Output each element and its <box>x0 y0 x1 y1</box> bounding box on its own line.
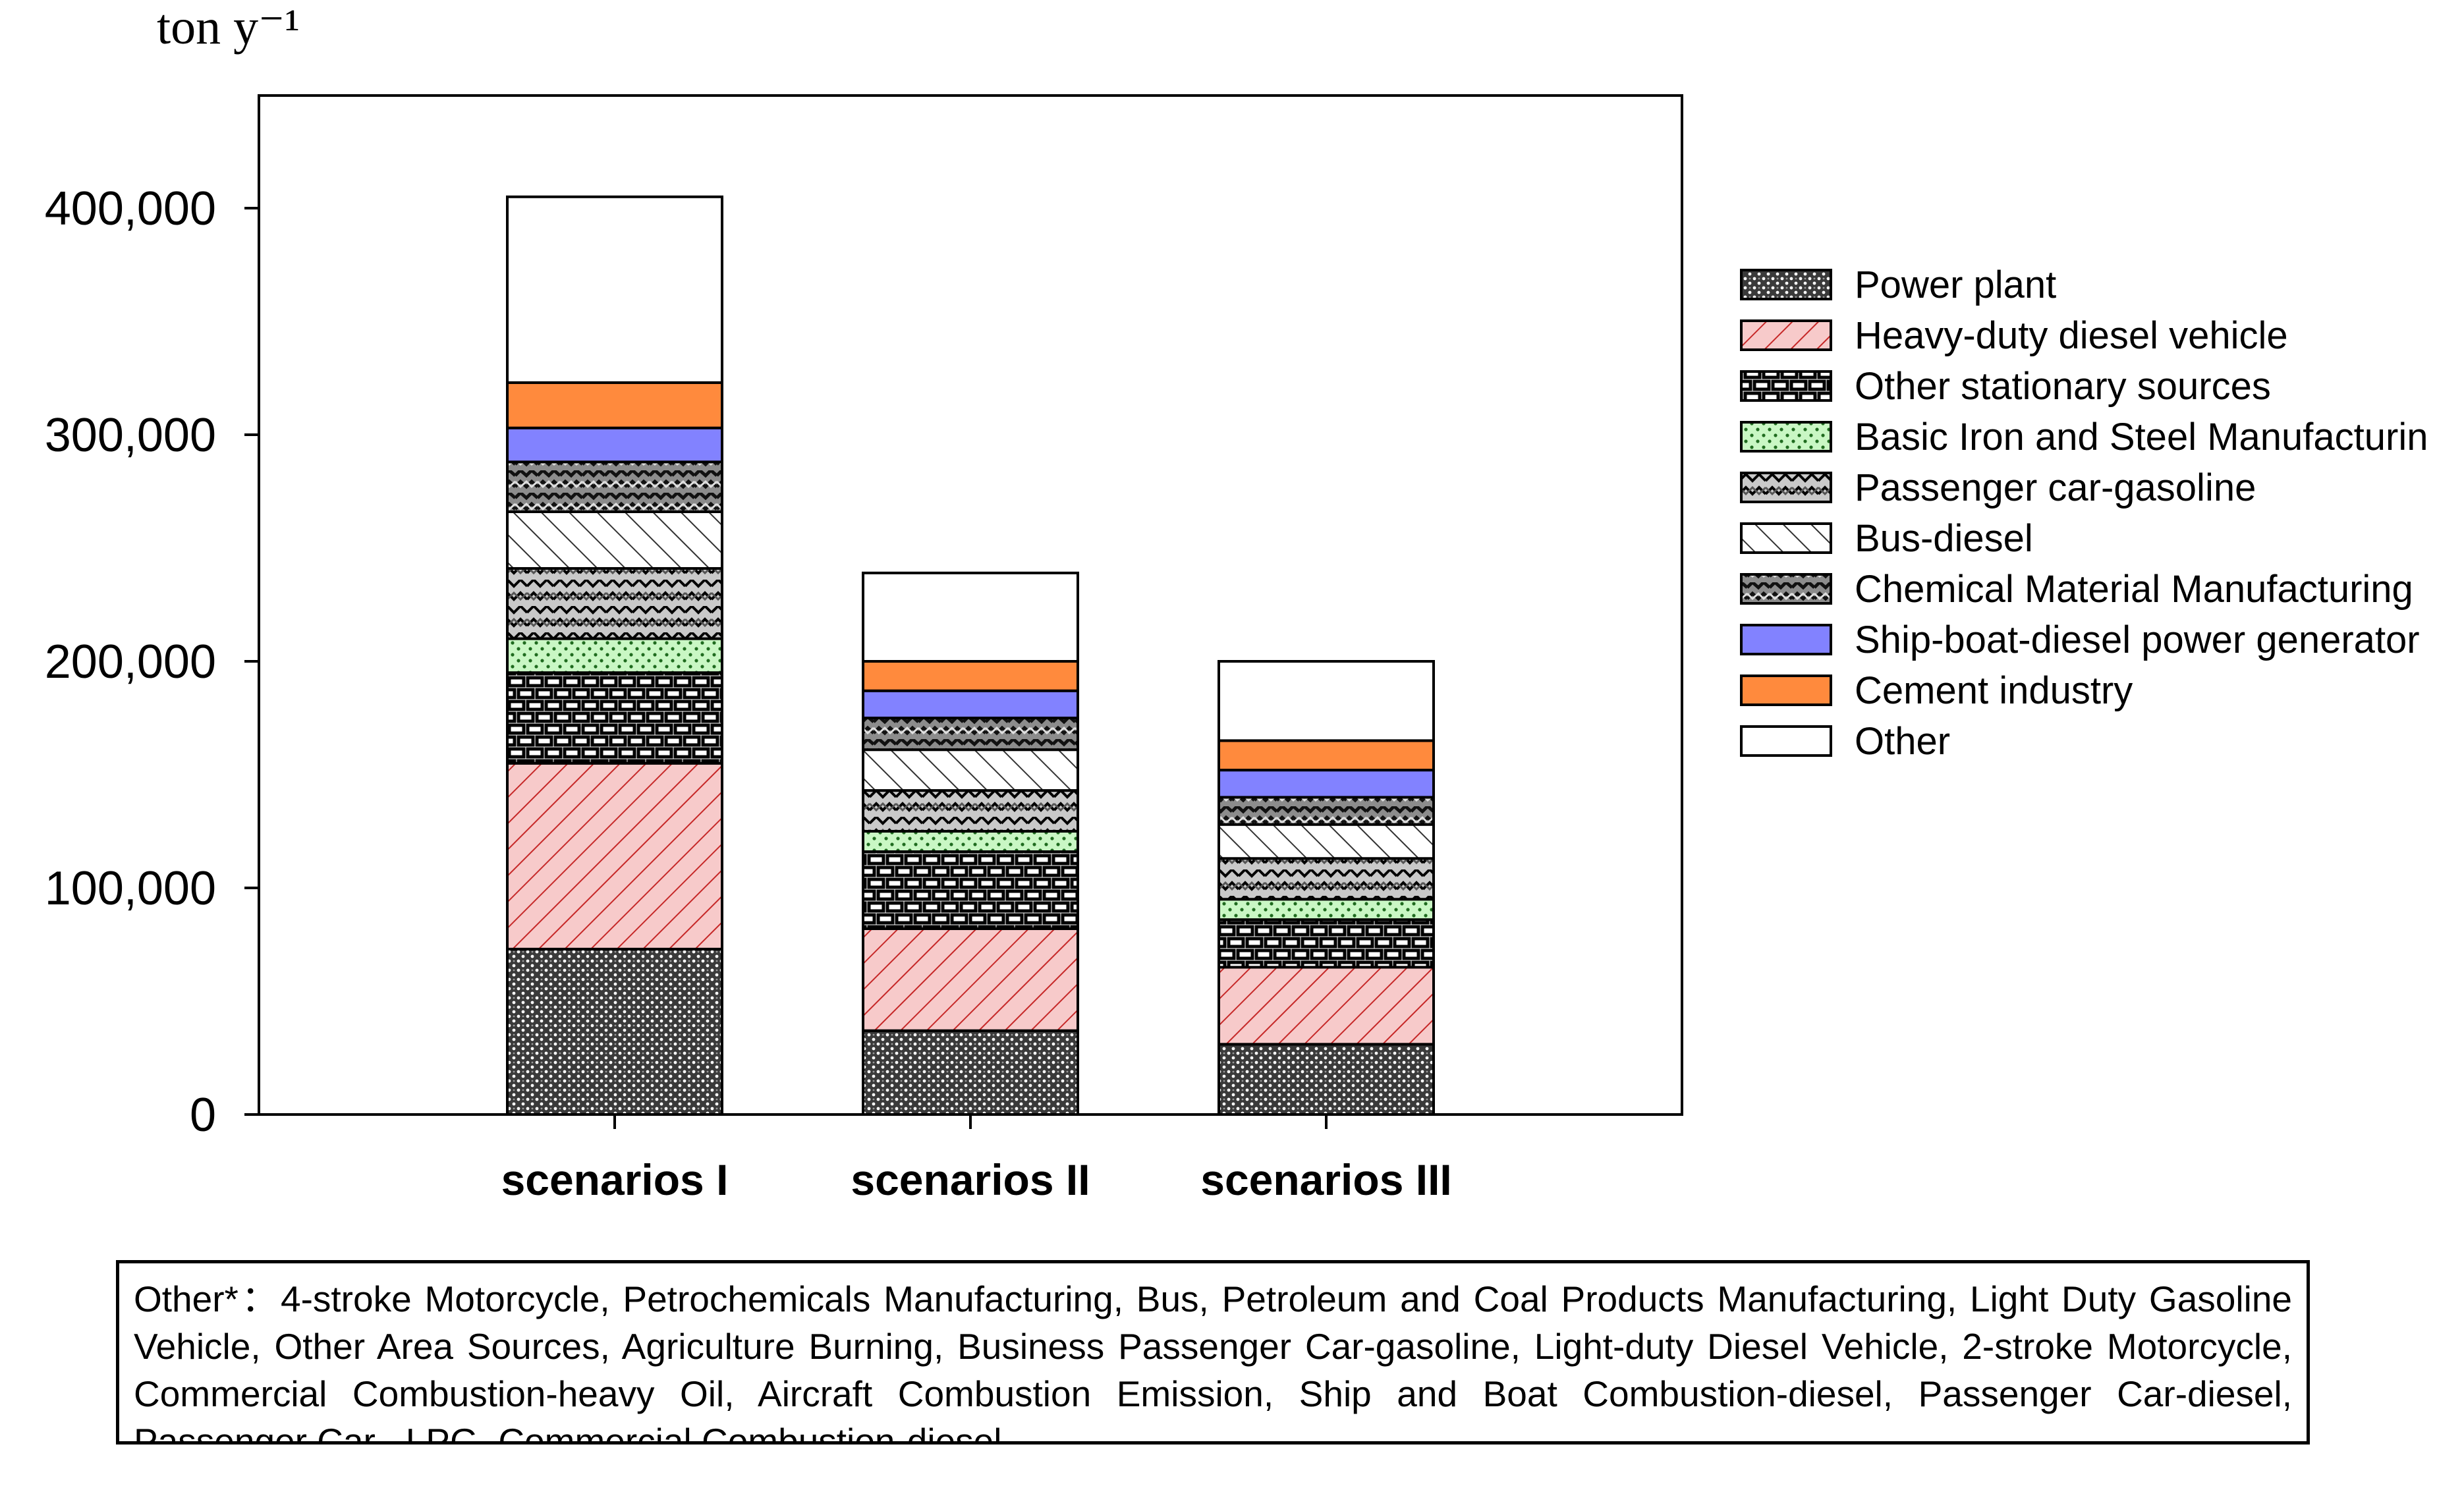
legend-label: Passenger car-gasoline <box>1855 466 2256 509</box>
y-tick-label: 0 <box>190 1089 216 1142</box>
legend: Power plant Heavy-duty diesel vehicle Othe… <box>1740 263 2428 763</box>
bar-segment <box>862 927 1079 1032</box>
legend-swatch <box>1740 421 1832 453</box>
legend-swatch <box>1740 522 1832 554</box>
bars <box>506 195 1435 1116</box>
bar-segment <box>1218 660 1435 742</box>
y-tick-label: 400,000 <box>45 182 216 235</box>
legend-label: Other <box>1855 720 1950 763</box>
legend-swatch <box>1740 319 1832 351</box>
legend-item: Cement industry <box>1740 669 2133 712</box>
bar-stack <box>506 195 723 1116</box>
legend-label: Chemical Material Manufacturing <box>1855 568 2413 611</box>
bar-segment <box>862 717 1079 752</box>
legend-label: Heavy-duty diesel vehicle <box>1855 314 2288 357</box>
legend-item: Passenger car-gasoline <box>1740 466 2256 509</box>
bar-segment <box>1218 769 1435 799</box>
legend-swatch <box>1740 472 1832 503</box>
legend-label: Basic Iron and Steel Manufacturin <box>1855 416 2428 458</box>
bar-segment <box>1218 918 1435 969</box>
x-category-label: scenarios II <box>851 1155 1090 1204</box>
legend-swatch <box>1740 624 1832 655</box>
footnote-other-sources: Other*：4-stroke Motorcycle, Petrochemica… <box>116 1260 2310 1445</box>
bar-segment <box>1218 1043 1435 1116</box>
bar-segment <box>862 571 1079 663</box>
bar-segment <box>506 510 723 570</box>
x-category-label: scenarios I <box>501 1155 729 1204</box>
legend-item: Bus-diesel <box>1740 517 2033 560</box>
bar-segment <box>1218 857 1435 901</box>
bar-segment <box>862 1029 1079 1116</box>
bar-segment <box>1218 739 1435 772</box>
legend-label: Ship-boat-diesel power generator <box>1855 619 2420 661</box>
bar-segment <box>506 460 723 513</box>
bar-stack <box>1218 660 1435 1116</box>
bar-segment <box>1218 823 1435 860</box>
bar-segment <box>1218 796 1435 826</box>
bar-segment <box>506 195 723 384</box>
bar-segment <box>1218 898 1435 922</box>
bar-segment <box>862 789 1079 833</box>
legend-item: Basic Iron and Steel Manufacturin <box>1740 416 2428 458</box>
y-tick-label: 200,000 <box>45 636 216 688</box>
y-tick-label: 300,000 <box>45 409 216 462</box>
bar-segment <box>506 637 723 674</box>
x-axis: scenarios I scenarios II scenarios III <box>501 1114 1452 1204</box>
legend-item: Other stationary sources <box>1740 365 2271 408</box>
bar-segment <box>506 761 723 950</box>
legend-item: Heavy-duty diesel vehicle <box>1740 314 2288 357</box>
bar-stack <box>862 571 1079 1116</box>
bar-segment <box>506 566 723 640</box>
y-axis-unit-label: ton y⁻¹ <box>157 0 300 55</box>
legend-label: Bus-diesel <box>1855 517 2033 560</box>
legend-swatch <box>1740 269 1832 300</box>
bar-segment <box>506 426 723 464</box>
bar-segment <box>506 671 723 765</box>
legend-item: Power plant <box>1740 263 2056 306</box>
legend-label: Other stationary sources <box>1855 365 2271 408</box>
bar-segment <box>862 850 1079 930</box>
bar-segment <box>862 748 1079 792</box>
legend-swatch <box>1740 674 1832 706</box>
legend-item: Ship-boat-diesel power generator <box>1740 619 2420 661</box>
bar-segment <box>862 830 1079 853</box>
bar-segment <box>1218 966 1435 1046</box>
legend-swatch <box>1740 573 1832 605</box>
bar-segment <box>862 689 1079 719</box>
x-category-label: scenarios III <box>1200 1155 1452 1204</box>
legend-label: Power plant <box>1855 263 2056 306</box>
y-axis: 0 100,000 200,000 300,000 400,000 <box>45 182 259 1142</box>
y-tick-label: 100,000 <box>45 862 216 915</box>
bar-segment <box>506 381 723 429</box>
legend-label: Cement industry <box>1855 669 2133 712</box>
legend-swatch <box>1740 370 1832 402</box>
legend-item: Chemical Material Manufacturing <box>1740 568 2413 611</box>
bar-segment <box>862 660 1079 692</box>
legend-swatch <box>1740 725 1832 757</box>
legend-item: Other <box>1740 720 1950 763</box>
bar-segment <box>506 947 723 1116</box>
